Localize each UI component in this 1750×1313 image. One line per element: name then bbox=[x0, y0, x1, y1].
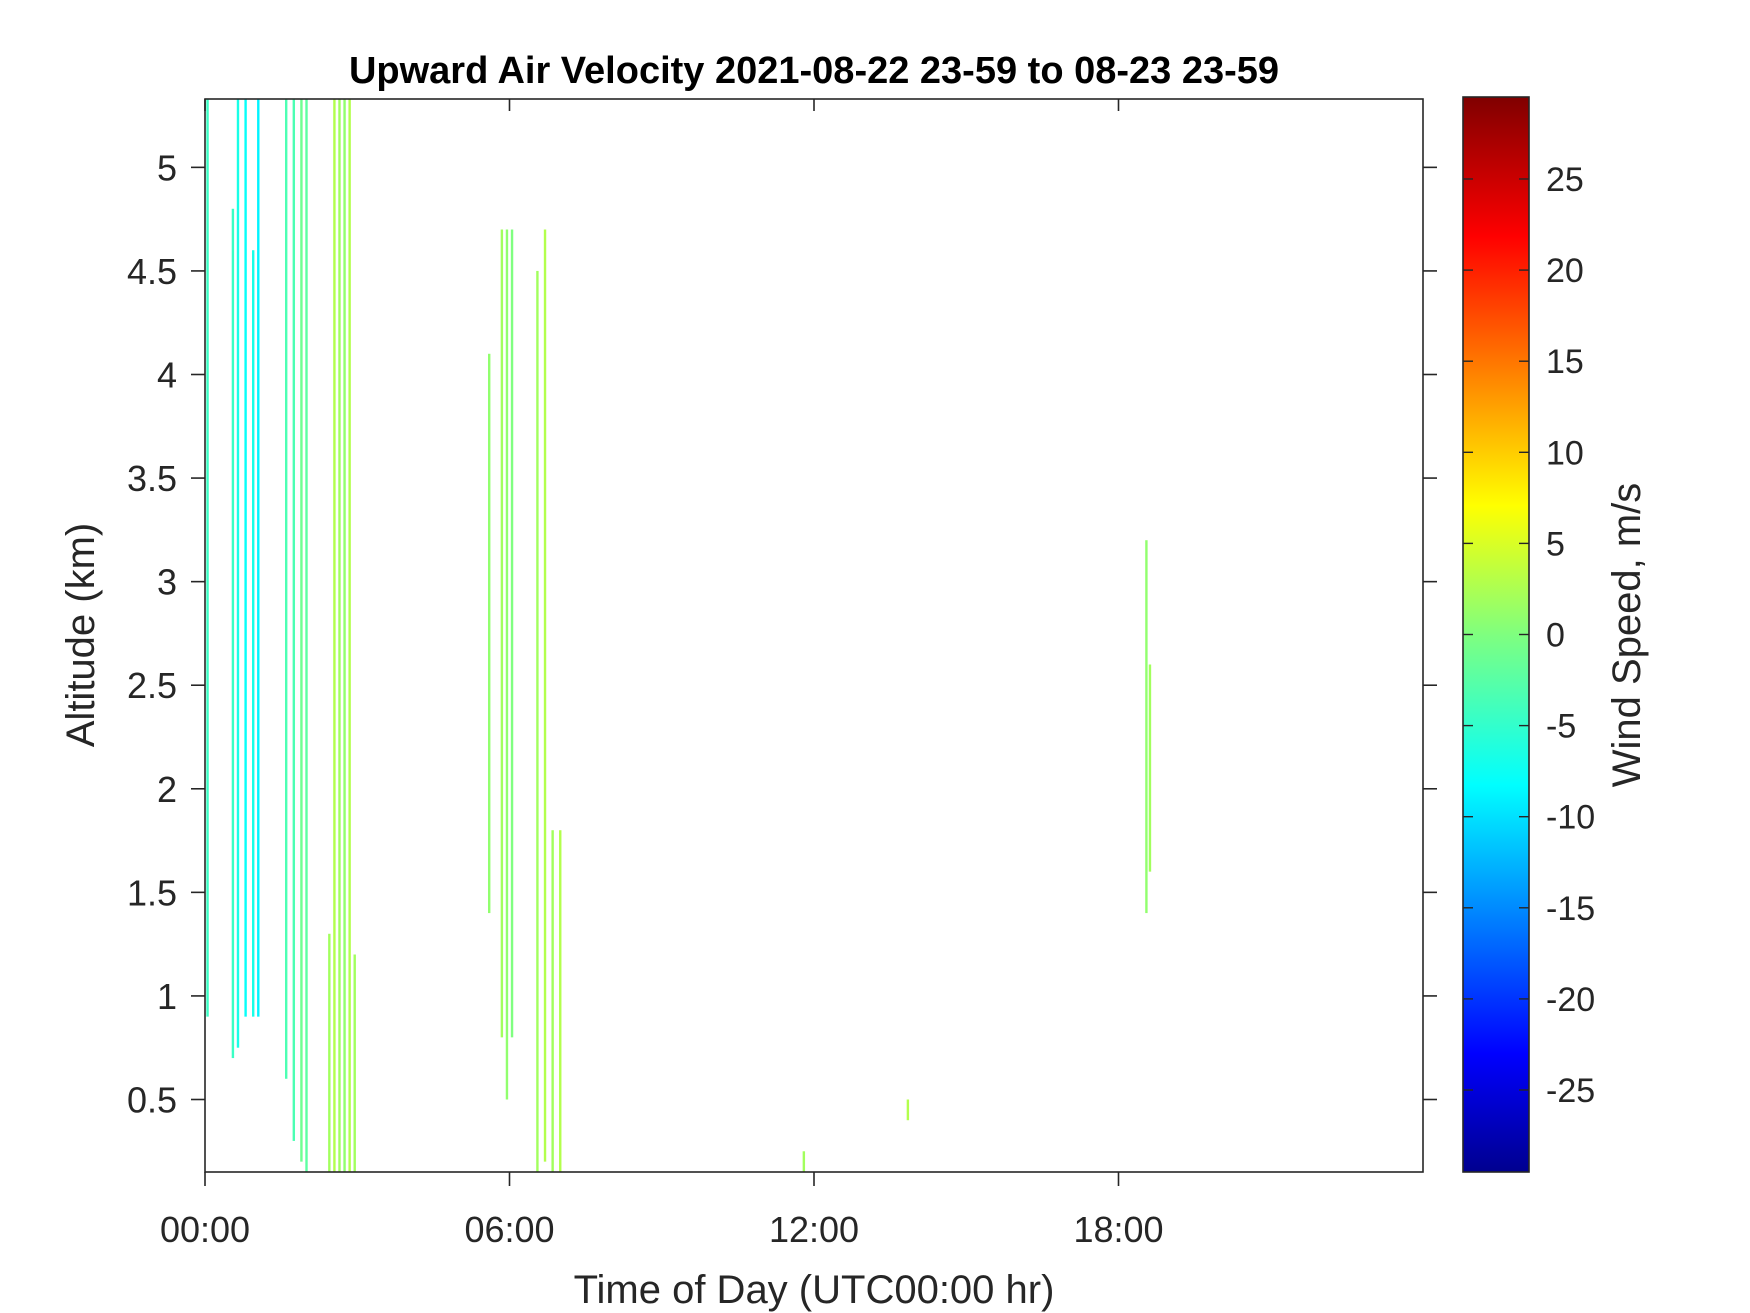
velocity-mark-13 bbox=[343, 99, 346, 1172]
y-tick-label: 4 bbox=[157, 355, 177, 396]
y-tick-label: 2.5 bbox=[127, 665, 177, 706]
velocity-mark-23 bbox=[559, 830, 562, 1172]
x-tick-label: 00:00 bbox=[160, 1209, 250, 1250]
velocity-mark-16 bbox=[488, 353, 491, 914]
y-axis-ticks: 0.5 1 1.5 2 2.5 3 3.5 4 4.5 5 bbox=[127, 147, 1437, 1121]
colorbar-tick-label: 10 bbox=[1546, 434, 1584, 472]
velocity-mark-14 bbox=[348, 99, 351, 1172]
velocity-mark-10 bbox=[328, 933, 331, 1172]
colorbar bbox=[1462, 96, 1530, 1173]
colorbar-tick-label: 15 bbox=[1546, 343, 1584, 381]
y-tick-label: 1.5 bbox=[127, 872, 177, 913]
velocity-mark-7 bbox=[292, 99, 296, 1141]
velocity-marks bbox=[206, 99, 1152, 1172]
x-tick-label: 06:00 bbox=[464, 1209, 554, 1250]
colorbar-tick-label: -20 bbox=[1546, 981, 1595, 1019]
colorbar-tick-label: 0 bbox=[1546, 617, 1565, 655]
velocity-mark-6 bbox=[285, 99, 288, 1079]
x-axis-label: Time of Day (UTC00:00 hr) bbox=[574, 1268, 1055, 1312]
velocity-mark-3 bbox=[244, 99, 247, 1017]
velocity-mark-11 bbox=[333, 99, 336, 1172]
velocity-mark-27 bbox=[1148, 664, 1152, 872]
velocity-mark-25 bbox=[906, 1099, 910, 1121]
velocity-mark-17 bbox=[500, 229, 504, 1038]
colorbar-label: Wind Speed, m/s bbox=[1605, 483, 1649, 788]
velocity-mark-12 bbox=[338, 99, 341, 1172]
velocity-mark-9 bbox=[305, 99, 308, 1172]
velocity-mark-15 bbox=[353, 954, 356, 1172]
velocity-mark-21 bbox=[543, 229, 547, 1162]
colorbar-tick-label: 25 bbox=[1546, 161, 1584, 199]
y-tick-label: 0.5 bbox=[127, 1080, 177, 1121]
y-tick-label: 5 bbox=[157, 147, 177, 188]
velocity-mark-18 bbox=[505, 229, 509, 1100]
y-tick-label: 2 bbox=[157, 769, 177, 810]
x-tick-label: 18:00 bbox=[1073, 1209, 1163, 1250]
colorbar-ticks: 25 20 15 10 5 0 -5 -10 -15 -20 -25 bbox=[1463, 161, 1595, 1110]
y-tick-label: 3 bbox=[157, 562, 177, 603]
colorbar-tick-label: -5 bbox=[1546, 708, 1576, 746]
x-tick-label: 12:00 bbox=[769, 1209, 859, 1250]
velocity-mark-0 bbox=[206, 99, 209, 1017]
velocity-mark-19 bbox=[510, 229, 514, 1038]
y-axis-label: Altitude (km) bbox=[59, 523, 103, 748]
velocity-mark-26 bbox=[1145, 540, 1148, 914]
velocity-mark-24 bbox=[802, 1151, 806, 1172]
y-tick-label: 4.5 bbox=[127, 251, 177, 292]
chart-title: Upward Air Velocity 2021-08-22 23-59 to … bbox=[349, 50, 1279, 92]
velocity-mark-5 bbox=[257, 99, 260, 1017]
velocity-mark-2 bbox=[236, 99, 240, 1048]
velocity-mark-20 bbox=[536, 270, 539, 1172]
velocity-mark-8 bbox=[300, 99, 303, 1162]
colorbar-tick-label: -15 bbox=[1546, 890, 1595, 928]
colorbar-tick-label: -10 bbox=[1546, 799, 1595, 837]
y-tick-label: 3.5 bbox=[127, 458, 177, 499]
velocity-mark-1 bbox=[231, 208, 235, 1059]
colorbar-tick-label: 5 bbox=[1546, 525, 1565, 563]
velocity-mark-22 bbox=[551, 830, 554, 1172]
plot-area-background bbox=[205, 99, 1423, 1172]
colorbar-tick-label: -25 bbox=[1546, 1072, 1595, 1110]
x-axis-ticks: 00:00 06:00 12:00 18:00 bbox=[160, 99, 1164, 1250]
y-tick-label: 1 bbox=[157, 976, 177, 1017]
velocity-mark-4 bbox=[252, 250, 255, 1017]
colorbar-tick-label: 20 bbox=[1546, 252, 1584, 290]
